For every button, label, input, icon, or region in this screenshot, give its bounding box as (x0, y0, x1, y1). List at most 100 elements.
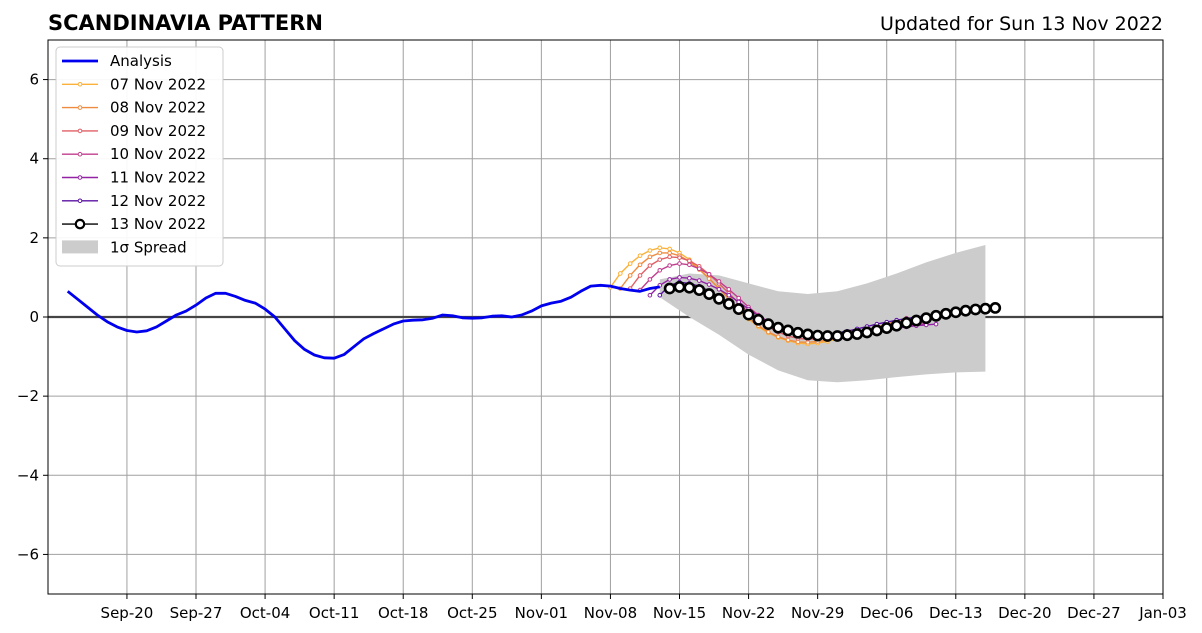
series-marker (637, 262, 643, 268)
series-marker (677, 255, 682, 260)
x-tick-label: Nov-29 (791, 604, 844, 622)
series-marker (880, 322, 893, 334)
chart-subtitle: Updated for Sun 13 Nov 2022 (880, 13, 1163, 35)
x-tick-label: Dec-13 (929, 604, 983, 622)
series-marker (677, 261, 682, 266)
legend-marker (77, 198, 83, 204)
series-marker (687, 262, 692, 268)
series-marker (959, 304, 972, 317)
series-marker (683, 281, 696, 294)
series-marker (696, 278, 702, 283)
y-tick-label: −6 (17, 545, 39, 563)
series-marker (851, 328, 864, 340)
series-marker (890, 319, 903, 332)
x-tick-label: Oct-11 (309, 604, 359, 622)
series-marker (726, 292, 732, 298)
legend-label: 12 Nov 2022 (110, 192, 206, 210)
series-marker (657, 268, 663, 273)
series-marker (811, 329, 824, 342)
legend: Analysis 07 Nov 2022 08 Nov 2022 09 Nov 202… (55, 46, 224, 267)
series-marker (706, 276, 712, 281)
forecast-series (663, 281, 1002, 342)
legend-entry: 12 Nov 2022 (62, 192, 206, 210)
x-tick-label: Nov-15 (653, 604, 706, 622)
legend-entry: 13 Nov 2022 (62, 215, 206, 233)
x-tick-label: Dec-06 (860, 604, 914, 622)
series-marker (637, 273, 643, 278)
legend-label: 10 Nov 2022 (110, 145, 206, 163)
x-tick-label: Nov-08 (584, 604, 637, 622)
series-marker (762, 318, 775, 331)
series-marker (920, 312, 933, 325)
series-marker (667, 246, 672, 252)
legend-marker (77, 151, 83, 157)
series-marker (706, 271, 712, 277)
series-marker (782, 324, 794, 337)
x-tick-label: Nov-22 (722, 604, 775, 622)
series-marker (667, 254, 672, 260)
series-marker (785, 337, 791, 343)
series-marker (627, 273, 633, 278)
legend-marker (77, 128, 83, 134)
x-tick-label: Jan-03 (1138, 604, 1187, 622)
x-tick-label: Sep-20 (101, 604, 154, 622)
legend-marker (77, 105, 83, 110)
legend-swatch (62, 240, 98, 254)
legend-entry: 10 Nov 2022 (62, 145, 206, 163)
series-marker (657, 250, 663, 256)
series-marker (693, 284, 706, 296)
series-marker (989, 301, 1002, 314)
series-marker (647, 292, 653, 298)
x-tick-label: Oct-04 (240, 604, 290, 622)
series-marker (949, 306, 962, 319)
series-marker (663, 282, 676, 295)
series-marker (627, 261, 633, 266)
series-marker (677, 275, 682, 280)
series-marker (736, 295, 742, 301)
series-marker (940, 307, 952, 320)
analysis-layer (66, 283, 661, 360)
series-marker (618, 271, 623, 276)
series-marker (752, 313, 765, 326)
legend-label: 09 Nov 2022 (110, 122, 206, 140)
legend-entry: 08 Nov 2022 (62, 99, 206, 117)
legend-label: 1σ Spread (110, 238, 187, 256)
legend-label: 08 Nov 2022 (110, 99, 206, 117)
x-tick-label: Dec-20 (998, 604, 1052, 622)
legend-entry: 09 Nov 2022 (62, 122, 206, 140)
series-layer (608, 245, 1002, 347)
legend-entry: 1σ Spread (62, 238, 187, 256)
series-marker (821, 330, 834, 342)
legend-label: 11 Nov 2022 (110, 169, 206, 187)
series-marker (910, 314, 923, 327)
legend-label: 13 Nov 2022 (110, 215, 206, 233)
series-marker (716, 279, 722, 284)
legend-label: Analysis (110, 52, 172, 70)
series-marker (647, 277, 653, 282)
spread-band (659, 245, 986, 383)
series-marker (792, 326, 804, 339)
legend-box (55, 46, 224, 267)
series-marker (696, 266, 702, 272)
legend-entry: Analysis (62, 52, 172, 70)
series-marker (673, 281, 686, 293)
legend-marker (77, 82, 83, 87)
legend-marker (74, 218, 86, 230)
series-marker (831, 330, 844, 342)
series-marker (657, 292, 663, 298)
series-marker (841, 329, 854, 342)
series-marker (716, 287, 722, 292)
legend-marker (77, 175, 83, 180)
series-marker (713, 292, 725, 305)
series-marker (801, 328, 814, 341)
series-marker (667, 277, 672, 282)
x-tick-label: Sep-27 (170, 604, 223, 622)
series-marker (775, 334, 781, 340)
analysis-line (66, 283, 661, 360)
series-marker (637, 253, 643, 258)
series-marker (687, 275, 692, 281)
legend-entry: 07 Nov 2022 (62, 75, 206, 93)
series-marker (667, 250, 672, 256)
series-marker (726, 287, 732, 292)
